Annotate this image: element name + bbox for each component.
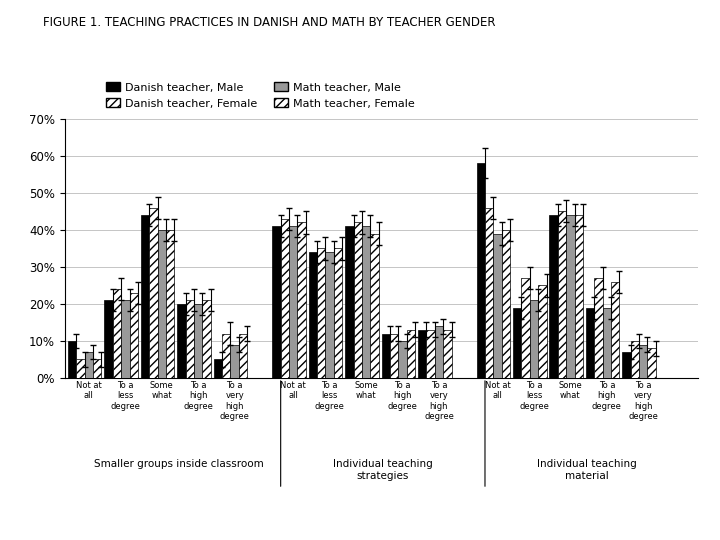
- Bar: [443, 330, 451, 378]
- Bar: [566, 215, 575, 378]
- Bar: [594, 278, 603, 378]
- Bar: [493, 234, 502, 378]
- Bar: [177, 304, 186, 378]
- Bar: [354, 222, 362, 378]
- Bar: [158, 230, 166, 378]
- Bar: [113, 289, 121, 378]
- Bar: [622, 352, 631, 378]
- Bar: [186, 300, 194, 378]
- Bar: [149, 208, 158, 378]
- Bar: [611, 282, 619, 378]
- Bar: [647, 348, 656, 378]
- Bar: [513, 308, 521, 378]
- Bar: [121, 300, 130, 378]
- Bar: [538, 286, 546, 378]
- Bar: [141, 215, 149, 378]
- Bar: [530, 300, 538, 378]
- Bar: [230, 345, 239, 378]
- Text: Individual teaching
strategies: Individual teaching strategies: [333, 460, 433, 481]
- Bar: [631, 341, 639, 378]
- Bar: [85, 352, 93, 378]
- Bar: [418, 330, 426, 378]
- Bar: [93, 360, 102, 378]
- Bar: [309, 252, 317, 378]
- Bar: [281, 219, 289, 378]
- Text: FIGURE 1. TEACHING PRACTICES IN DANISH AND MATH BY TEACHER GENDER: FIGURE 1. TEACHING PRACTICES IN DANISH A…: [43, 16, 495, 29]
- Bar: [549, 215, 558, 378]
- Bar: [76, 360, 85, 378]
- Bar: [68, 341, 76, 378]
- Bar: [558, 211, 566, 378]
- Bar: [317, 248, 325, 378]
- Bar: [382, 334, 390, 378]
- Bar: [521, 278, 530, 378]
- Bar: [586, 308, 594, 378]
- Bar: [398, 341, 407, 378]
- Bar: [370, 234, 379, 378]
- Bar: [272, 226, 281, 378]
- Legend: Danish teacher, Male, Danish teacher, Female, Math teacher, Male, Math teacher, : Danish teacher, Male, Danish teacher, Fe…: [102, 78, 419, 113]
- Bar: [104, 300, 113, 378]
- Bar: [485, 208, 493, 378]
- Bar: [603, 308, 611, 378]
- Bar: [502, 230, 510, 378]
- Bar: [297, 222, 306, 378]
- Bar: [130, 293, 138, 378]
- Bar: [222, 334, 230, 378]
- Bar: [334, 248, 342, 378]
- Bar: [477, 163, 485, 378]
- Bar: [575, 215, 583, 378]
- Bar: [345, 226, 354, 378]
- Bar: [362, 226, 370, 378]
- Bar: [426, 330, 435, 378]
- Bar: [289, 226, 297, 378]
- Bar: [390, 334, 398, 378]
- Text: Individual teaching
material: Individual teaching material: [537, 460, 637, 481]
- Bar: [639, 345, 647, 378]
- Bar: [166, 230, 174, 378]
- Bar: [239, 334, 247, 378]
- Bar: [435, 326, 443, 378]
- Bar: [214, 360, 222, 378]
- Bar: [407, 330, 415, 378]
- Bar: [325, 252, 334, 378]
- Bar: [194, 304, 202, 378]
- Bar: [202, 300, 211, 378]
- Text: Smaller groups inside classroom: Smaller groups inside classroom: [94, 460, 264, 469]
